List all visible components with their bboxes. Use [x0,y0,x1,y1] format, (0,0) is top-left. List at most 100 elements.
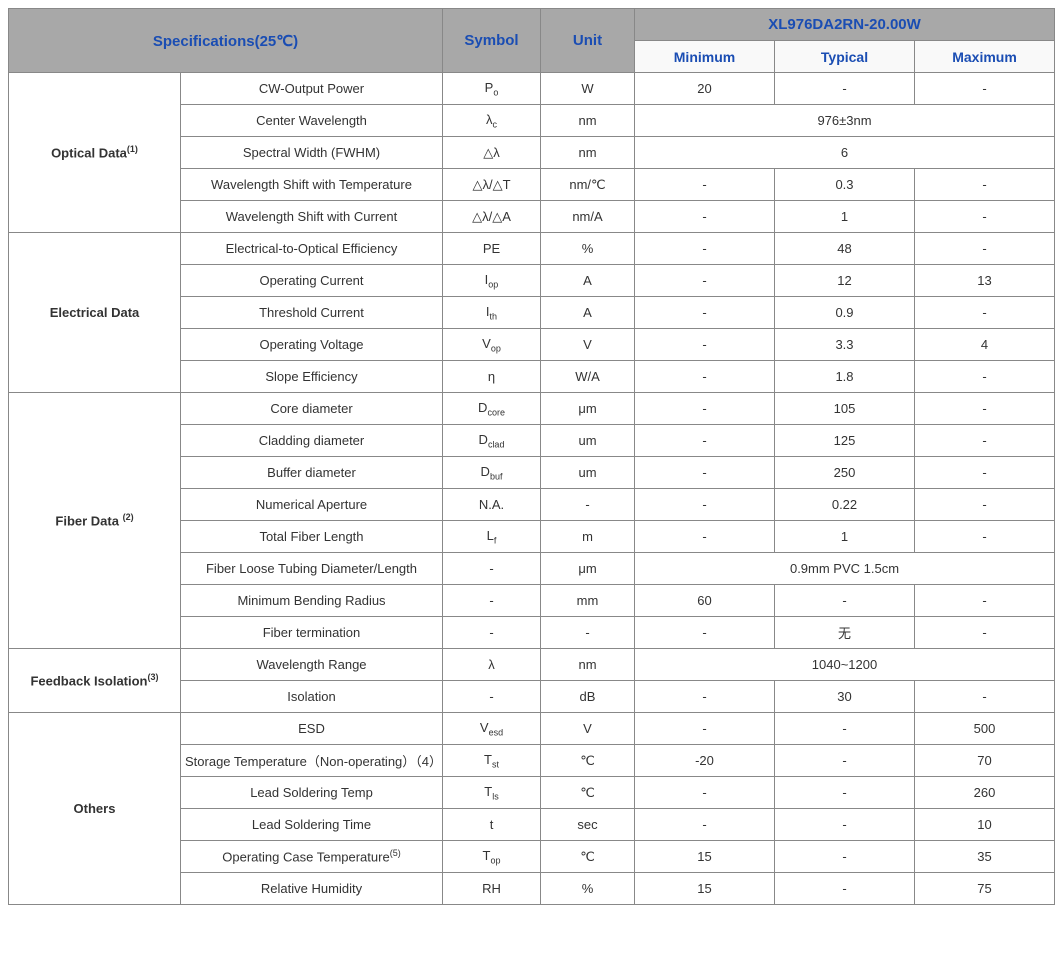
param: Operating Current [181,265,443,297]
symbol: - [443,585,541,617]
unit: A [541,265,635,297]
param: Storage Temperature（Non-operating）（4） [181,745,443,777]
param: Relative Humidity [181,873,443,905]
max: - [915,585,1055,617]
symbol: η [443,361,541,393]
unit: dB [541,681,635,713]
param: Core diameter [181,393,443,425]
min: - [635,713,775,745]
typ: 0.3 [775,169,915,201]
typ: 48 [775,233,915,265]
min: 15 [635,841,775,873]
table-row: Fiber Data (2) Core diameter Dcore μm - … [9,393,1055,425]
unit: ℃ [541,777,635,809]
min: 15 [635,873,775,905]
typ: 0.9 [775,297,915,329]
typ: 125 [775,425,915,457]
param: Cladding diameter [181,425,443,457]
unit: um [541,457,635,489]
min: - [635,169,775,201]
typ: 无 [775,617,915,649]
param: Slope Efficiency [181,361,443,393]
symbol: △λ/△T [443,169,541,201]
min: - [635,329,775,361]
max: 70 [915,745,1055,777]
specifications-table: Specifications(25℃) Symbol Unit XL976DA2… [8,8,1055,905]
typ: 1.8 [775,361,915,393]
param: Electrical-to-Optical Efficiency [181,233,443,265]
symbol: Vesd [443,713,541,745]
unit: nm [541,137,635,169]
table-row: Electrical Data Electrical-to-Optical Ef… [9,233,1055,265]
typ: 250 [775,457,915,489]
unit: nm [541,649,635,681]
max: 35 [915,841,1055,873]
symbol: N.A. [443,489,541,521]
header-specifications: Specifications(25℃) [9,9,443,73]
max: - [915,617,1055,649]
min: - [635,489,775,521]
param: Operating Case Temperature(5) [181,841,443,873]
max: - [915,521,1055,553]
symbol: Top [443,841,541,873]
min: - [635,361,775,393]
unit: nm/A [541,201,635,233]
unit: W [541,73,635,105]
typ: 1 [775,201,915,233]
min: 60 [635,585,775,617]
max: - [915,201,1055,233]
param: Isolation [181,681,443,713]
max: - [915,73,1055,105]
header-minimum: Minimum [635,41,775,73]
unit: μm [541,393,635,425]
header-unit: Unit [541,9,635,73]
symbol: Dbuf [443,457,541,489]
header-row-1: Specifications(25℃) Symbol Unit XL976DA2… [9,9,1055,41]
symbol: Dclad [443,425,541,457]
symbol: - [443,681,541,713]
unit: % [541,873,635,905]
min: - [635,233,775,265]
table-row: Others ESD Vesd V - - 500 [9,713,1055,745]
section-optical: Optical Data(1) [9,73,181,233]
span-value: 1040~1200 [635,649,1055,681]
symbol: Tst [443,745,541,777]
table-row: Optical Data(1) CW-Output Power Po W 20 … [9,73,1055,105]
header-product: XL976DA2RN-20.00W [635,9,1055,41]
unit: - [541,489,635,521]
section-others: Others [9,713,181,905]
symbol: - [443,617,541,649]
unit: A [541,297,635,329]
typ: 1 [775,521,915,553]
param: Threshold Current [181,297,443,329]
unit: V [541,329,635,361]
min: - [635,297,775,329]
unit: sec [541,809,635,841]
max: - [915,457,1055,489]
unit: ℃ [541,841,635,873]
param: Wavelength Shift with Temperature [181,169,443,201]
param: Numerical Aperture [181,489,443,521]
param: CW-Output Power [181,73,443,105]
unit: V [541,713,635,745]
typ: - [775,745,915,777]
max: 260 [915,777,1055,809]
max: 500 [915,713,1055,745]
max: 75 [915,873,1055,905]
typ: - [775,585,915,617]
param: Buffer diameter [181,457,443,489]
max: 4 [915,329,1055,361]
typ: 30 [775,681,915,713]
unit: % [541,233,635,265]
unit: μm [541,553,635,585]
unit: nm [541,105,635,137]
typ: - [775,873,915,905]
max: 13 [915,265,1055,297]
symbol: △λ [443,137,541,169]
typ: - [775,713,915,745]
unit: um [541,425,635,457]
min: - [635,777,775,809]
param: Center Wavelength [181,105,443,137]
min: - [635,425,775,457]
symbol: t [443,809,541,841]
